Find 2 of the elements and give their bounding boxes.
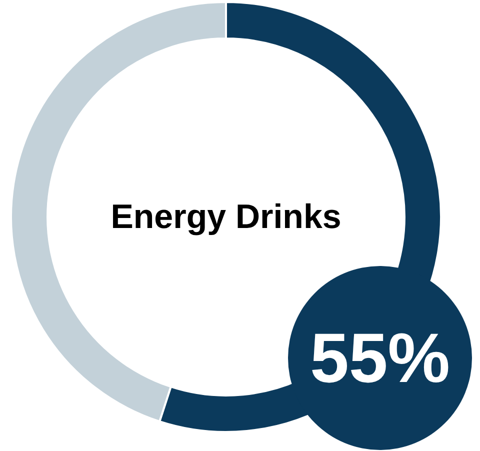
text: Energy Drinks xyxy=(110,198,342,236)
label-circle: 55% xyxy=(288,266,472,450)
